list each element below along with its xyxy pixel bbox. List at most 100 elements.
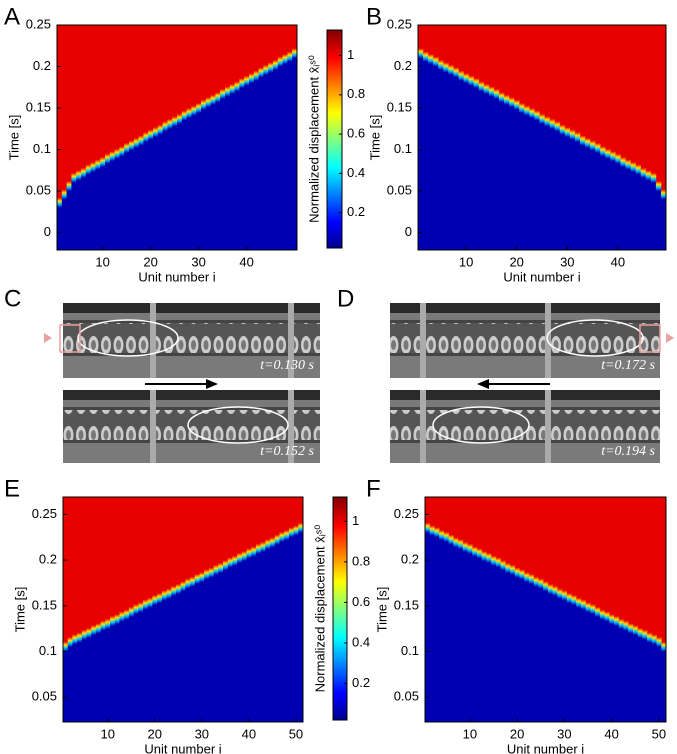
cell-low (284, 539, 290, 722)
cell-front (585, 602, 591, 613)
y-tick-label: 0.25 (394, 506, 419, 521)
cell-low (519, 579, 525, 722)
cell-low (90, 171, 96, 250)
cell-front (544, 116, 550, 127)
cell-front (538, 578, 544, 589)
cell-front (599, 609, 605, 620)
cell-front (205, 97, 211, 108)
cell-front (129, 140, 135, 151)
cell-front (218, 562, 224, 573)
cell-low (609, 624, 615, 722)
cell-low (580, 609, 587, 722)
cell-low (566, 603, 572, 722)
cell-low (562, 600, 568, 722)
cell-front (488, 86, 495, 97)
cell-front (133, 137, 139, 148)
cell-front (579, 135, 586, 146)
cell-low (124, 619, 130, 722)
cell-low (433, 66, 439, 251)
cell-front (495, 557, 502, 568)
cell-low (559, 134, 566, 250)
y-tick-label: 0.1 (401, 643, 419, 658)
x-axis-label: Unit number i (507, 741, 584, 754)
cell-low (476, 558, 483, 722)
cell-low (504, 104, 510, 250)
cell-low (172, 126, 178, 250)
cell-low (147, 607, 153, 722)
cell-front (293, 525, 299, 536)
cell-low (201, 109, 207, 251)
cell-low (453, 547, 459, 722)
cell-front (253, 70, 259, 81)
cell-low (656, 647, 662, 722)
x-tick-label: 30 (560, 254, 574, 269)
cell-front (201, 99, 207, 110)
cell-low (220, 98, 226, 250)
y-tick-label: 0.15 (26, 99, 51, 114)
cell-low (468, 85, 475, 250)
cell-front (244, 75, 250, 86)
cell-front (86, 627, 92, 638)
panel-label: B (366, 3, 382, 30)
cell-low (215, 102, 221, 250)
cell-front (227, 557, 233, 568)
cell-low (265, 549, 271, 722)
y-tick-label: 0.05 (387, 182, 412, 197)
x-tick-label: 10 (100, 726, 114, 741)
y-tick-label: 0.15 (394, 597, 419, 612)
cell-low (510, 574, 516, 722)
cell-front (423, 51, 429, 62)
cell-low (282, 64, 288, 250)
cell-low (143, 609, 149, 722)
cell-low (166, 598, 172, 722)
cell-low (528, 583, 535, 722)
cell-low (81, 177, 87, 250)
cell-front (249, 73, 255, 84)
colorbar-tick-label: 0.2 (347, 204, 365, 219)
cell-front (119, 146, 125, 157)
cell-front (157, 593, 163, 604)
cell-front (566, 593, 572, 604)
cell-front (462, 541, 468, 552)
panel-label: C (4, 285, 21, 312)
y-tick-label: 0.25 (26, 16, 51, 31)
panel-label: E (4, 475, 20, 502)
cell-low (162, 131, 168, 250)
photo-frame: t=0.130 s (44, 303, 320, 378)
cell-front (90, 161, 96, 172)
cell-front (85, 164, 91, 175)
y-tick-label: 0.2 (33, 58, 51, 73)
cell-low (635, 174, 642, 250)
cell-front (76, 170, 82, 181)
cell-front (186, 107, 192, 118)
cell-low (114, 624, 120, 722)
cell-front (640, 167, 647, 178)
cell-low (138, 145, 144, 250)
cell-front (190, 576, 196, 587)
cell-front (576, 597, 582, 608)
cell-front (225, 86, 231, 97)
x-tick-label: 10 (95, 254, 109, 269)
cell-front (166, 588, 172, 599)
cell-front (213, 564, 219, 575)
cell-front (148, 129, 154, 140)
cell-low (458, 80, 464, 250)
cell-low (161, 600, 167, 722)
cell-low (500, 570, 506, 722)
x-tick-label: 20 (509, 254, 523, 269)
cell-low (152, 604, 158, 722)
plot-frame (417, 24, 667, 251)
cell-front (270, 537, 276, 548)
cell-front (498, 92, 505, 103)
cell-front (175, 583, 182, 594)
cell-low (293, 535, 299, 722)
cell-front (514, 99, 520, 110)
cell-low (544, 126, 550, 250)
y-tick-label: 0.2 (39, 552, 57, 567)
cell-front (473, 78, 480, 89)
cell-front (625, 159, 631, 170)
cell-low (210, 104, 216, 250)
colorbar-tick-label: 0.4 (352, 634, 370, 649)
cell-front (273, 59, 279, 70)
cell-low (425, 532, 431, 722)
